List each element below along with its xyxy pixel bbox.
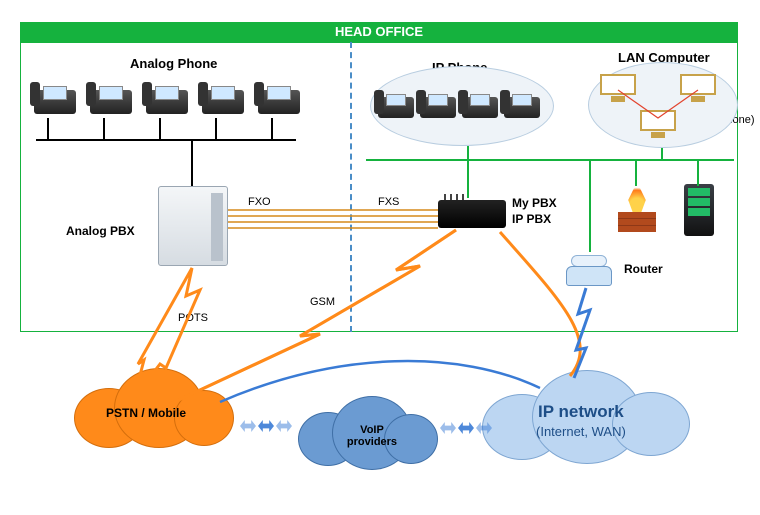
pc-icon	[640, 110, 676, 140]
analog-pbx-icon	[158, 186, 228, 266]
ip-phone-icon	[378, 88, 414, 118]
analog-phone-label: Analog Phone	[130, 56, 217, 71]
pstn-label: PSTN / Mobile	[106, 406, 186, 420]
ip-phone-icon	[504, 88, 540, 118]
mypbx-label-2: IP PBX	[512, 212, 551, 226]
router-label: Router	[624, 262, 663, 276]
mypbx-label-1: My PBX	[512, 196, 557, 210]
voip-cloud: VoIP providers	[298, 396, 438, 476]
ip-phone-icon	[420, 88, 456, 118]
pc-icon	[600, 74, 636, 104]
mypbx-icon	[438, 200, 506, 228]
ipnet-label-2: (Internet, WAN)	[536, 424, 626, 439]
pots-label: POTS	[178, 312, 208, 324]
pstn-cloud: PSTN / Mobile	[74, 368, 234, 458]
analog-pbx-label: Analog PBX	[66, 224, 135, 238]
voip-label: VoIP providers	[338, 424, 406, 448]
office-divider	[350, 42, 352, 332]
diagram-canvas: HEAD OFFICE Analog Phone IP Phone LAN Co…	[0, 0, 760, 515]
ip-phone-icon	[462, 88, 498, 118]
pc-icon	[680, 74, 716, 104]
router-icon	[566, 252, 612, 286]
double-arrow-icon	[240, 420, 292, 432]
analog-phone-icon	[34, 80, 76, 114]
analog-phone-icon	[202, 80, 244, 114]
analog-phone-icon	[146, 80, 188, 114]
fxo-label: FXO	[248, 196, 271, 208]
ipnet-cloud: IP network (Internet, WAN)	[482, 368, 692, 472]
fxs-label: FXS	[378, 196, 399, 208]
firewall-icon	[618, 184, 656, 232]
double-arrow-icon	[440, 422, 492, 434]
analog-phone-icon	[90, 80, 132, 114]
analog-phone-icon	[258, 80, 300, 114]
ipnet-label-1: IP network	[538, 402, 624, 422]
gsm-label: GSM	[310, 296, 335, 308]
title-bar: HEAD OFFICE	[20, 22, 738, 42]
server-icon	[684, 184, 714, 236]
